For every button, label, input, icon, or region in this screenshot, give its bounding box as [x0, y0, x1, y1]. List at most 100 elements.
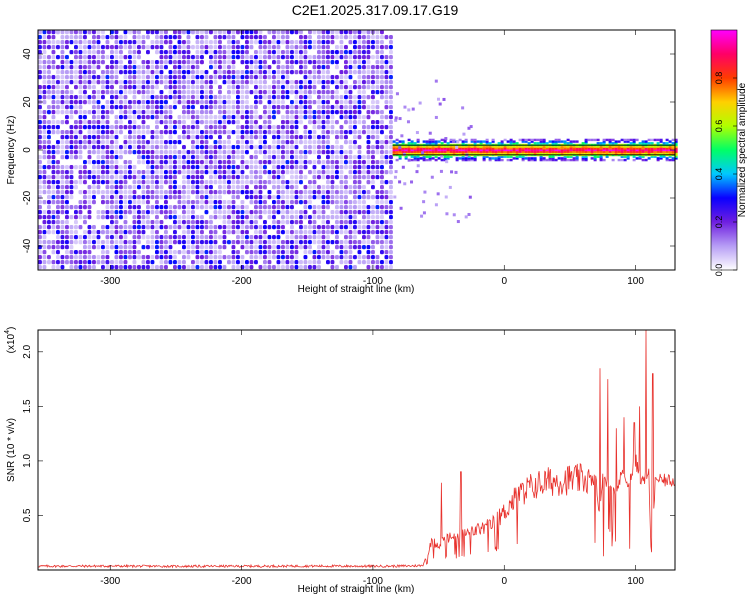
- spectrogram-cell: [357, 30, 362, 35]
- spectrogram-cell: [285, 165, 290, 170]
- spectrogram-cell: [245, 150, 249, 155]
- spectrogram-cell: [47, 150, 51, 155]
- spectrogram-cell: [110, 150, 114, 155]
- spectrogram-signal-cell: [521, 158, 525, 162]
- spectrogram-cell: [236, 210, 240, 215]
- spectrogram-signal-cell: [488, 152, 492, 155]
- spectrogram-cell: [177, 205, 182, 210]
- spectrogram-cell: [276, 70, 281, 75]
- spectrogram-cell: [128, 240, 132, 245]
- spectrogram-cell: [92, 170, 96, 175]
- spectrogram-cell: [335, 150, 339, 155]
- spectrogram-signal-cell: [497, 148, 501, 152]
- spectrogram-cell: [375, 205, 380, 210]
- spectrogram-signal-cell: [569, 155, 573, 158]
- spectrogram-signal-cell: [491, 140, 495, 143]
- spectrogram-cell: [137, 180, 141, 185]
- spectrogram-cell: [200, 60, 204, 65]
- spectrogram-cell: [204, 205, 209, 210]
- spectrogram-cell: [258, 235, 263, 240]
- spectrogram-cell: [51, 160, 56, 165]
- spectrogram-signal-cell: [440, 152, 444, 155]
- spectrogram-cell: [380, 210, 384, 215]
- spectrogram-cell: [128, 50, 132, 55]
- spectrogram-cell: [141, 130, 146, 135]
- spectrogram-cell: [218, 90, 222, 95]
- spectrogram-cell: [78, 260, 83, 265]
- spectrogram-signal-cell: [614, 142, 618, 145]
- x-tick-label: -300: [100, 276, 120, 287]
- spectrogram-cell: [65, 150, 69, 155]
- spectrogram-signal-cell: [422, 157, 426, 160]
- spectrogram-cell: [231, 35, 236, 40]
- spectrogram-cell: [200, 160, 204, 165]
- spectrogram-cell: [114, 245, 119, 250]
- spectrogram-cell: [51, 195, 56, 200]
- spectrogram-cell: [389, 200, 393, 205]
- spectrogram-cell: [155, 145, 159, 150]
- spectrogram-cell: [317, 250, 321, 255]
- spectrogram-cell: [321, 45, 326, 50]
- spectrogram-cell: [339, 165, 344, 170]
- spectrogram-cell: [258, 90, 263, 95]
- y-tick-label: 0.5: [22, 508, 33, 522]
- spectrogram-cell: [375, 55, 380, 60]
- spectrogram-cell: [182, 60, 186, 65]
- spectrogram-cell: [380, 45, 384, 50]
- spectrogram-signal-cell: [620, 152, 624, 155]
- spectrogram-cell: [218, 210, 222, 215]
- spectrogram-signal-cell: [416, 152, 420, 155]
- spectrogram-signal-cell: [632, 155, 636, 158]
- spectrogram-cell: [258, 55, 263, 60]
- spectrogram-cell: [276, 125, 281, 130]
- spectrogram-cell: [375, 170, 380, 175]
- spectrogram-signal-cell: [503, 152, 507, 155]
- spectrogram-cell: [128, 230, 132, 235]
- spectrogram-cell: [92, 115, 96, 120]
- spectrogram-cell: [105, 130, 110, 135]
- spectrogram-cell: [101, 110, 105, 115]
- spectrogram-cell: [74, 225, 78, 230]
- spectrogram-cell: [74, 65, 78, 70]
- spectrogram-cell: [276, 175, 281, 180]
- spectrogram-cell: [276, 155, 281, 160]
- spectrogram-signal-cell: [608, 148, 612, 152]
- spectrogram-cell: [249, 35, 254, 40]
- spectrogram-cell: [240, 220, 245, 225]
- spectrogram-cell: [389, 225, 393, 230]
- spectrogram-cell: [191, 200, 195, 205]
- spectrogram-cell: [182, 160, 186, 165]
- spectrogram-cell: [65, 100, 69, 105]
- spectrogram-cell: [87, 135, 92, 140]
- spectrogram-cell: [110, 240, 114, 245]
- spectrogram-cell: [146, 150, 150, 155]
- spectrogram-cell: [159, 135, 164, 140]
- spectrogram-cell: [263, 245, 267, 250]
- spectrogram-signal-cell: [536, 148, 540, 152]
- spectrogram-signal-cell: [593, 148, 597, 152]
- spectrogram-cell: [312, 205, 317, 210]
- spectrogram-cell: [362, 235, 366, 240]
- spectrogram-cell: [285, 215, 290, 220]
- spectrogram-cell: [276, 100, 281, 105]
- spectrogram-cell: [168, 155, 173, 160]
- spectrogram-cell: [96, 110, 101, 115]
- spectrogram-signal-cell: [506, 158, 510, 162]
- spectrogram-cell: [362, 255, 366, 260]
- spectrogram-cell: [339, 260, 344, 265]
- spectrogram-cell: [362, 90, 366, 95]
- spectrogram-cell: [321, 215, 326, 220]
- spectrogram-cell: [258, 175, 263, 180]
- spectrogram-cell: [222, 165, 227, 170]
- spectrogram-cell: [245, 80, 249, 85]
- spectrogram-cell: [204, 170, 209, 175]
- spectrogram-cell: [218, 45, 222, 50]
- spectrogram-cell: [227, 240, 231, 245]
- spectrogram-signal-cell: [392, 152, 396, 155]
- spectrogram-cell: [353, 235, 357, 240]
- spectrogram-cell: [69, 40, 74, 45]
- spectrogram-cell: [285, 250, 290, 255]
- spectrogram-cell: [339, 255, 344, 260]
- spectrogram-cell: [312, 85, 317, 90]
- spectrogram-cell: [231, 65, 236, 70]
